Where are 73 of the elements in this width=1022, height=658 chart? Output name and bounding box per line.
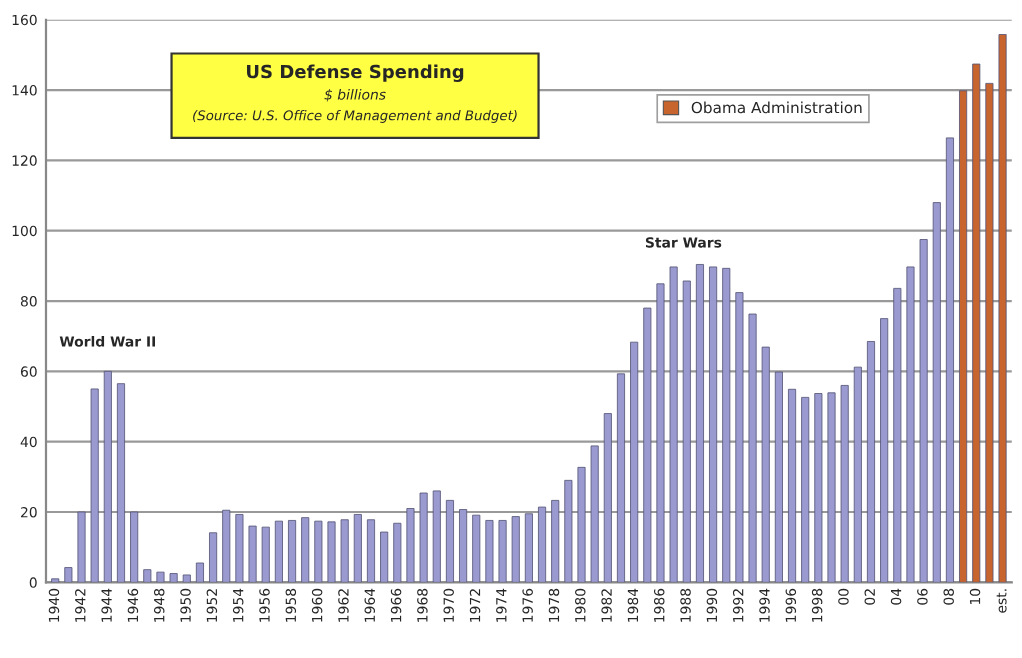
bar (524, 513, 533, 583)
bar (498, 520, 507, 583)
bar (248, 525, 257, 583)
bar (959, 90, 968, 583)
bar (459, 509, 468, 583)
bar (353, 514, 362, 583)
bar (288, 520, 297, 583)
bar (801, 396, 810, 583)
bar (90, 388, 99, 583)
bar (445, 499, 454, 583)
bar (261, 526, 270, 583)
bar (432, 490, 441, 583)
bar (577, 466, 586, 583)
bar (564, 479, 573, 583)
bar (972, 63, 981, 583)
bar (748, 313, 757, 583)
bar (643, 307, 652, 583)
bar (314, 520, 323, 583)
bar (866, 341, 876, 583)
bar (814, 393, 823, 583)
bar (788, 388, 797, 583)
bar (209, 532, 218, 583)
bar (419, 492, 428, 583)
bar (103, 370, 112, 583)
bar (393, 522, 402, 583)
bar (590, 445, 599, 583)
bar (761, 346, 770, 583)
bar (472, 514, 481, 583)
bar (340, 519, 349, 583)
bar (551, 499, 560, 583)
bar (840, 385, 849, 583)
bar (735, 292, 744, 583)
bar (235, 514, 244, 583)
bar (222, 509, 231, 583)
bar (603, 413, 612, 583)
bar (274, 520, 283, 583)
bar (156, 571, 165, 583)
bar (327, 521, 336, 583)
bar (64, 567, 73, 583)
bar (511, 516, 520, 583)
bar (485, 520, 494, 583)
bar (906, 266, 915, 583)
bar (669, 266, 678, 583)
bar (366, 519, 376, 583)
bar (695, 264, 704, 583)
bar (195, 562, 204, 583)
bar (143, 569, 152, 583)
bar (893, 287, 902, 583)
bar (616, 373, 626, 583)
bar (682, 280, 691, 583)
bar (709, 266, 718, 583)
text: US Defense Spending (247, 64, 464, 82)
bar (932, 202, 941, 583)
bar (630, 341, 639, 583)
bar (945, 137, 954, 583)
bar (985, 82, 994, 583)
bar (380, 531, 389, 583)
bar (116, 383, 126, 583)
bar (130, 511, 139, 583)
bar (301, 517, 310, 583)
bar (182, 574, 191, 583)
bar (853, 366, 862, 583)
bar (774, 371, 783, 583)
bar (880, 318, 889, 583)
bar (406, 508, 415, 583)
bar (77, 511, 86, 583)
bar (998, 34, 1007, 583)
bar (656, 283, 665, 583)
bar (827, 392, 836, 583)
bar (169, 573, 178, 583)
bar (919, 239, 928, 583)
bar (722, 267, 731, 583)
bar (538, 506, 547, 583)
